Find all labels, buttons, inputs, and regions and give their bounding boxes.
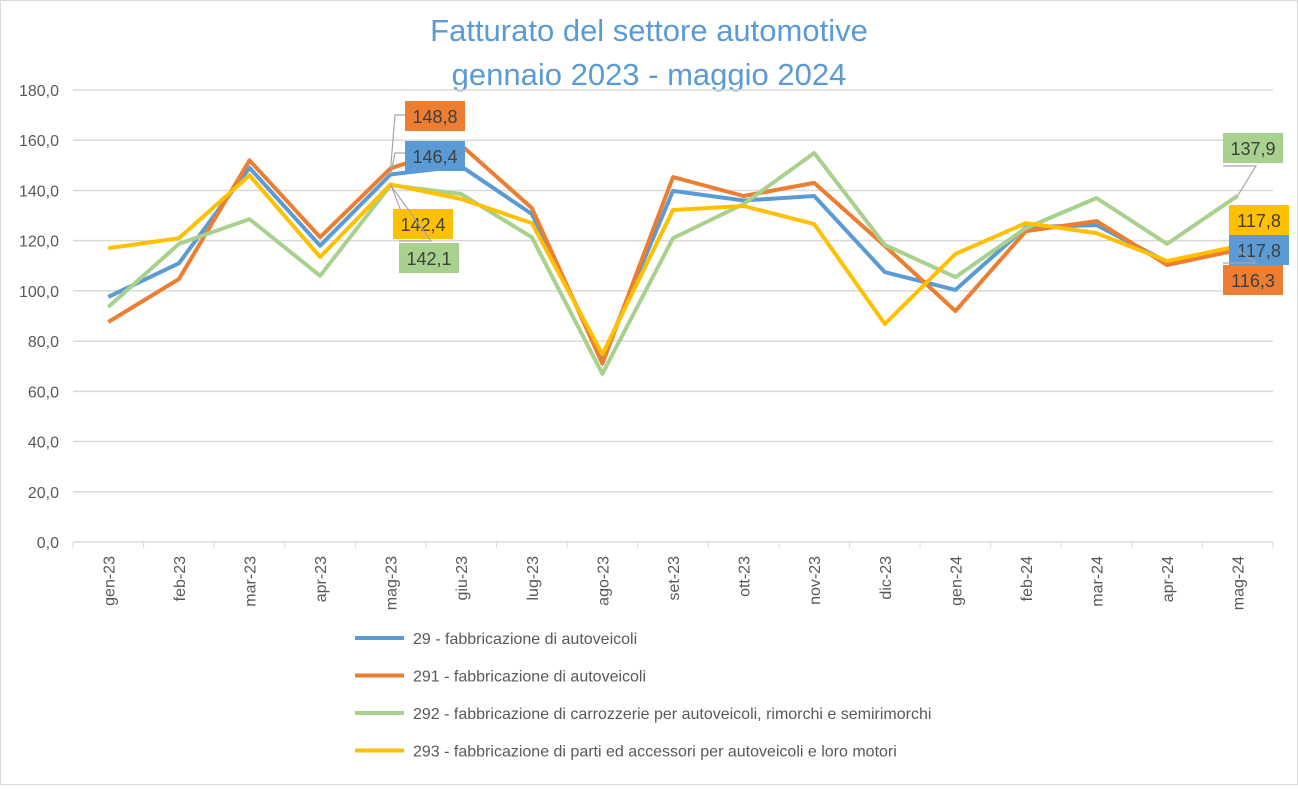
chart-subtitle: gennaio 2023 - maggio 2024	[452, 57, 847, 92]
y-tick-label: 120,0	[19, 234, 59, 251]
legend-entry: 292 - fabbricazione di carrozzerie per a…	[413, 706, 931, 723]
x-tick-label: giu-23	[454, 556, 471, 601]
x-tick-label: mag-23	[384, 556, 401, 610]
y-tick-label: 140,0	[19, 183, 59, 200]
x-tick-label: mag-24	[1231, 556, 1248, 610]
leader-line	[390, 184, 433, 242]
data-label-box	[1223, 133, 1283, 163]
legend-entry: 29 - fabbricazione di autoveicoli	[413, 631, 637, 648]
chart-title: Fatturato del settore automotive	[430, 13, 868, 48]
data-label-box	[405, 101, 465, 131]
x-tick-label: feb-24	[1019, 556, 1036, 601]
series-line-1	[107, 143, 1239, 366]
data-label-box	[1229, 235, 1289, 265]
series-line-2	[106, 151, 1239, 376]
data-label: 142,1	[406, 249, 451, 269]
leader-line	[1223, 249, 1258, 264]
x-tick-label: mar-23	[242, 556, 259, 607]
series-line-3	[108, 173, 1239, 357]
leader-line	[390, 114, 405, 169]
series-line-0	[107, 164, 1239, 361]
data-label: 142,4	[400, 215, 445, 235]
y-tick-label: 60,0	[28, 384, 59, 401]
y-tick-label: 180,0	[19, 83, 59, 100]
y-tick-label: 80,0	[28, 334, 59, 351]
legend-entry: 291 - fabbricazione di autoveicoli	[413, 669, 646, 686]
leader-line	[390, 152, 405, 175]
leader-line	[1223, 165, 1258, 197]
x-tick-label: apr-24	[1160, 556, 1177, 602]
x-tick-label: mar-24	[1090, 556, 1107, 607]
data-label-box	[1229, 205, 1289, 235]
x-tick-label: apr-23	[313, 556, 330, 602]
data-label: 117,8	[1237, 211, 1281, 231]
y-tick-label: 0,0	[37, 535, 59, 552]
x-tick-label: set-23	[666, 556, 683, 601]
data-label-box	[405, 141, 465, 171]
y-tick-label: 20,0	[28, 485, 59, 502]
x-tick-label: lug-23	[525, 556, 542, 601]
y-tick-label: 100,0	[19, 284, 59, 301]
x-tick-label: feb-23	[172, 556, 189, 601]
data-label-box	[393, 209, 453, 239]
x-tick-label: gen-24	[948, 556, 965, 606]
y-tick-label: 160,0	[19, 133, 59, 150]
legend-entry: 293 - fabbricazione di parti ed accessor…	[413, 744, 897, 761]
x-tick-label: ott-23	[737, 556, 754, 597]
x-tick-label: nov-23	[807, 556, 824, 605]
data-label: 137,9	[1230, 139, 1275, 159]
x-tick-label: gen-23	[101, 556, 118, 606]
data-label: 117,8	[1237, 241, 1281, 261]
data-label-box	[1223, 265, 1283, 295]
data-label: 116,3	[1231, 271, 1275, 291]
x-tick-label: dic-23	[878, 556, 895, 600]
data-label-box	[399, 243, 459, 273]
data-label: 146,4	[412, 147, 457, 167]
data-label: 148,8	[412, 107, 457, 127]
y-tick-label: 40,0	[28, 435, 59, 452]
x-tick-label: ago-23	[595, 556, 612, 606]
